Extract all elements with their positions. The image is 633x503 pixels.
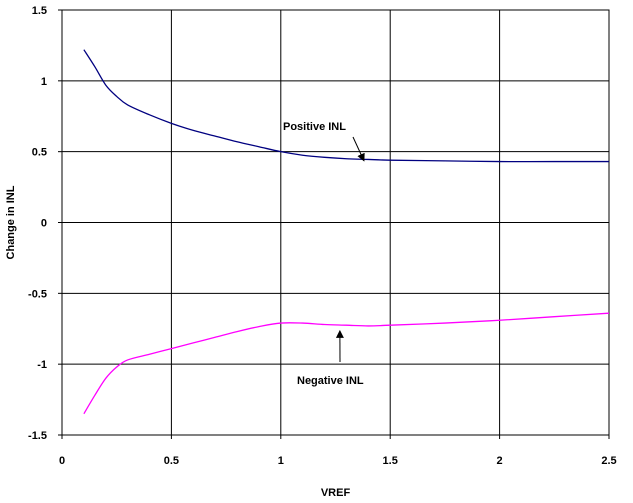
x-tick-label: 0 — [59, 455, 65, 467]
y-tick-label: 1 — [41, 76, 47, 88]
arrow-positive-inl — [352, 136, 365, 162]
series-line-negative-inl — [83, 312, 610, 415]
x-tick-label: 0.5 — [164, 455, 179, 467]
x-tick-label: 2 — [497, 455, 503, 467]
plot-area-border — [61, 9, 610, 436]
series-line-positive-inl — [83, 49, 609, 163]
annotation-negative-inl: Negative INL — [297, 375, 364, 387]
y-tick-label: -1.5 — [28, 430, 47, 442]
x-tick-label: 2.5 — [601, 455, 616, 467]
annotation-positive-inl: Positive INL — [283, 121, 346, 133]
y-tick-label: -1 — [37, 359, 47, 371]
y-tick-label: 0 — [41, 218, 47, 230]
x-axis-label: VREF — [321, 487, 351, 499]
y-tick-labels: 1.5 1 0.5 0 -0.5 -1 -1.5 — [28, 5, 47, 442]
series-lines — [83, 49, 610, 415]
y-tick-label: 0.5 — [32, 147, 47, 159]
annotations: Positive INL Negative INL — [283, 121, 365, 387]
plot-frame — [61, 9, 610, 436]
x-tick-label: 1.5 — [383, 455, 398, 467]
y-axis-label: Change in INL — [5, 185, 17, 259]
y-tick-label: 1.5 — [32, 5, 47, 17]
x-tick-labels: 0 0.5 1 1.5 2 2.5 — [59, 455, 617, 467]
y-tick-label: -0.5 — [28, 288, 47, 300]
x-tick-label: 1 — [278, 455, 284, 467]
